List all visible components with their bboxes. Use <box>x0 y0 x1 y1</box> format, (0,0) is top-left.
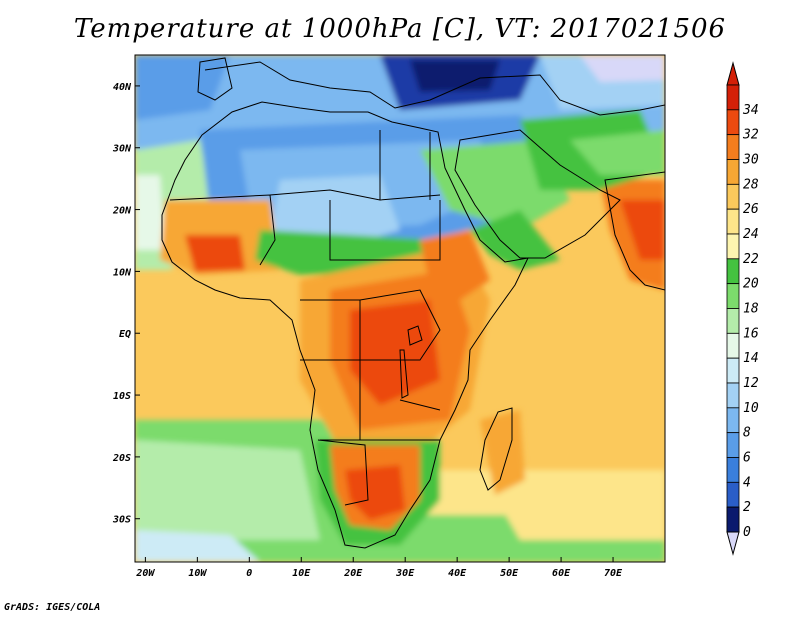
field-india-hot <box>620 200 665 260</box>
colorbar-under-arrow <box>726 531 740 556</box>
field-se-ocean <box>480 470 665 540</box>
credit-text: GrADS: IGES/COLA <box>4 602 101 613</box>
field-sw-corner <box>135 530 260 562</box>
colorbar-segment <box>726 109 740 136</box>
colorbar-level-label: 8 <box>743 426 751 441</box>
africa-coastline <box>161 101 529 549</box>
border-libya-egypt <box>379 130 431 200</box>
field-horn-green <box>470 210 560 270</box>
border-sudan <box>329 200 441 261</box>
temperature-field <box>135 55 665 562</box>
lat-axis: 40N 30N 20N 10N EQ 10S 20S 30S <box>112 82 140 526</box>
colorbar-segment <box>726 308 740 334</box>
colorbar-level-label: 26 <box>743 202 759 217</box>
field-nw-atlantic <box>135 55 230 120</box>
colorbar-level-label: 20 <box>743 277 759 292</box>
arabia-coastline <box>454 129 621 259</box>
colorbar-level-label: 30 <box>742 153 759 168</box>
colorbar-level-label: 24 <box>743 227 759 242</box>
madagascar-coastline <box>479 407 513 491</box>
lon-tick-label: 20E <box>343 568 363 579</box>
colorbar-level-label: 18 <box>743 302 759 317</box>
border-central <box>300 299 361 361</box>
field-coldest-core <box>410 60 500 92</box>
iberia-coastline <box>197 57 233 101</box>
lake-victoria <box>407 325 423 346</box>
colorbar-level-label: 34 <box>742 103 759 118</box>
field-sahara-center <box>270 175 400 250</box>
lon-tick-label: 40E <box>448 568 467 579</box>
lat-tick-label: 10N <box>113 267 132 278</box>
colorbar-level-label: 2 <box>743 500 751 515</box>
lat-tick-label: EQ <box>119 329 131 340</box>
field-ethiopia-warm <box>420 230 490 300</box>
lon-tick-label: 60E <box>552 568 571 579</box>
colorbar-level-label: 14 <box>743 351 759 366</box>
lat-tick-label: 30S <box>112 515 131 526</box>
europe-coastline <box>204 61 665 116</box>
colorbar-level-label: 4 <box>743 475 751 490</box>
lon-tick-label: 10E <box>292 568 311 579</box>
lat-tick-label: 40N <box>113 82 132 93</box>
lon-tick-label: 50E <box>500 568 519 579</box>
colorbar-segment <box>726 159 740 185</box>
colorbar-segment <box>726 332 740 359</box>
field-guinea-hot <box>185 235 245 272</box>
colorbar-segment <box>726 481 740 508</box>
lon-tick-label: 0 <box>246 568 252 579</box>
colorbar-segment <box>726 283 740 309</box>
border-namibia <box>317 439 369 506</box>
colorbar-segment <box>726 432 740 458</box>
colorbar-level-label: 6 <box>743 451 751 466</box>
lat-tick-label: 20S <box>112 453 131 464</box>
border-west-africa <box>169 194 276 266</box>
colorbar-level-label: 10 <box>743 401 759 416</box>
lat-tick-label: 10S <box>113 391 131 402</box>
colorbar-segment <box>726 183 740 210</box>
lon-tick-label: 30E <box>395 568 415 579</box>
field-sw-atlantic-mild <box>135 440 320 540</box>
colorbar-segment <box>726 506 740 533</box>
lat-tick-label: 20N <box>112 206 132 217</box>
colorbar-level-label: 0 <box>743 525 751 540</box>
lon-tick-label: 70E <box>604 568 623 579</box>
colorbar-level-label: 22 <box>743 252 759 267</box>
field-pakistan-green <box>570 130 665 175</box>
india-coastline <box>604 171 665 291</box>
colorbar-level-label: 32 <box>742 128 759 143</box>
lake-tanganyika <box>399 349 409 399</box>
lon-tick-label: 10W <box>188 568 207 579</box>
border-south <box>320 360 441 441</box>
plot-frame <box>134 54 666 563</box>
colorbar-segment <box>726 407 740 434</box>
field-ne-under <box>580 55 665 82</box>
colorbar-segment <box>726 208 740 235</box>
border-sahara <box>269 189 441 201</box>
colorbar-level-label: 16 <box>743 326 759 341</box>
field-madagascar <box>480 410 525 495</box>
colorbar-level-label: 12 <box>743 376 759 391</box>
colorbar-segment <box>726 84 740 111</box>
colorbar-segment <box>726 134 740 160</box>
colorbar-segment <box>726 357 740 384</box>
coastlines <box>161 57 665 549</box>
lon-tick-label: 20W <box>135 568 155 579</box>
colorbar-level-label: 28 <box>743 177 759 192</box>
colorbar-segment <box>726 457 740 483</box>
colorbar-segment <box>726 382 740 409</box>
colorbar-segment <box>726 258 740 285</box>
colorbar-segment <box>726 233 740 260</box>
field-atlantic-mild <box>135 175 165 250</box>
lon-axis: 20W 10W 0 10E 20E 30E 40E 50E 60E 70E <box>135 557 623 579</box>
field-kalahari-hot <box>345 465 405 520</box>
colorbar-over-arrow <box>726 61 740 86</box>
map-title: Temperature at 1000hPa [C], VT: 20170215… <box>73 14 727 44</box>
lat-tick-label: 30N <box>112 144 132 155</box>
